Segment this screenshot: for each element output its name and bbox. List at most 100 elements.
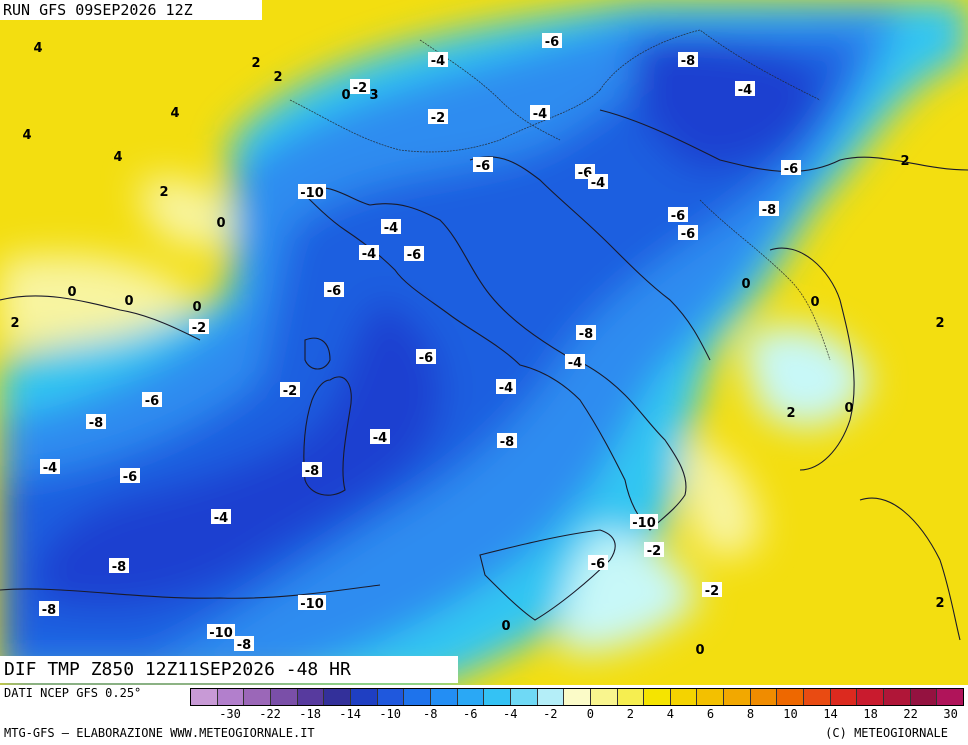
contour-label: 2 bbox=[900, 154, 909, 169]
color-scale-swatch bbox=[830, 689, 858, 705]
color-scale-swatch bbox=[430, 689, 458, 705]
contour-label: -8 bbox=[500, 435, 514, 450]
contour-label: -4 bbox=[214, 511, 228, 526]
color-scale-tick-label: -4 bbox=[503, 707, 518, 721]
color-scale-tick-label: -10 bbox=[379, 707, 402, 721]
contour-label-box bbox=[735, 81, 755, 96]
color-scale-swatch bbox=[937, 689, 964, 705]
contour-label: 4 bbox=[33, 41, 42, 56]
contour-label: 0 bbox=[695, 643, 704, 658]
contour-label-box bbox=[416, 349, 436, 364]
contour-label-box bbox=[668, 207, 688, 222]
color-scale-swatch bbox=[484, 689, 511, 705]
contour-label-box bbox=[644, 542, 664, 557]
contour-label: -6 bbox=[671, 209, 685, 224]
contour-label: 2 bbox=[159, 185, 168, 200]
contour-label: -8 bbox=[89, 416, 103, 431]
color-scale-tick-label: 8 bbox=[746, 707, 755, 721]
contour-label: 2 bbox=[786, 406, 795, 421]
contour-label: -2 bbox=[705, 584, 719, 599]
data-source-label: DATI NCEP GFS 0.25° bbox=[4, 686, 142, 700]
contour-label-box bbox=[630, 514, 658, 529]
contour-label: 0 bbox=[216, 216, 225, 231]
color-scale-tick-label: 2 bbox=[626, 707, 634, 721]
contour-label: 0 bbox=[192, 300, 201, 315]
color-scale-swatch bbox=[457, 689, 485, 705]
color-scale-swatch bbox=[564, 689, 591, 705]
color-scale-swatch bbox=[777, 689, 805, 705]
contour-label: 0 bbox=[741, 277, 750, 292]
contour-label-box bbox=[702, 582, 722, 597]
contour-label-box bbox=[234, 636, 254, 651]
color-scale-tick-label: -22 bbox=[259, 707, 281, 721]
color-scale-swatch bbox=[590, 689, 618, 705]
color-scale-tick-label: 10 bbox=[783, 707, 798, 721]
contour-label: -10 bbox=[209, 626, 233, 641]
contour-label: -2 bbox=[353, 81, 367, 96]
contour-label: -8 bbox=[237, 638, 251, 653]
contour-label-box bbox=[404, 246, 424, 261]
contour-label: -4 bbox=[373, 431, 387, 446]
color-scale-swatch bbox=[884, 689, 911, 705]
contour-label: -6 bbox=[407, 248, 421, 263]
contour-label: -10 bbox=[300, 597, 324, 612]
contour-label: -6 bbox=[681, 227, 695, 242]
contour-label-box bbox=[120, 468, 140, 483]
contour-label: -8 bbox=[305, 464, 319, 479]
contour-label-box bbox=[588, 174, 608, 189]
color-scale-swatch bbox=[910, 689, 938, 705]
contour-label: -6 bbox=[784, 162, 798, 177]
contour-label: -4 bbox=[738, 83, 752, 98]
contour-label: 4 bbox=[22, 128, 31, 143]
contour-label-box bbox=[370, 429, 390, 444]
contour-label: -8 bbox=[762, 203, 776, 218]
contour-label-box bbox=[542, 33, 562, 48]
contour-label: 0 bbox=[124, 294, 133, 309]
contour-label: -6 bbox=[145, 394, 159, 409]
color-scale-swatch bbox=[537, 689, 565, 705]
color-scale-tick-label: 0 bbox=[586, 707, 594, 721]
color-scale-ticks: -30 -22 -18 -14 -10 -8 -6 -4 -2 0 2 4 6 8 10 14 18 22 30 bbox=[190, 707, 964, 723]
color-scale-swatch bbox=[617, 689, 645, 705]
footer-credit: MTG-GFS — ELABORAZIONE WWW.METEOGIORNALE… bbox=[4, 726, 315, 740]
color-scale-swatch bbox=[350, 689, 378, 705]
color-scale-swatch bbox=[697, 689, 725, 705]
contour-label: -2 bbox=[192, 321, 206, 336]
contour-label-box bbox=[565, 354, 585, 369]
color-scale-tick-label: -6 bbox=[463, 707, 478, 721]
contour-label: -4 bbox=[431, 54, 445, 69]
contour-label-box bbox=[678, 52, 698, 67]
contour-label: -2 bbox=[283, 384, 297, 399]
borders bbox=[289, 29, 831, 361]
coastlines bbox=[0, 109, 968, 641]
contour-label-box bbox=[86, 414, 106, 429]
color-scale-swatch bbox=[324, 689, 351, 705]
color-scale-swatch bbox=[297, 689, 325, 705]
color-scale-swatch bbox=[857, 689, 885, 705]
color-scale-tick-label: -14 bbox=[339, 707, 361, 721]
contour-label: 4 bbox=[113, 150, 122, 165]
color-scale-swatch bbox=[510, 689, 538, 705]
color-scale-tick-label: 14 bbox=[823, 707, 838, 721]
contour-label: -8 bbox=[579, 327, 593, 342]
color-scale-bar bbox=[190, 688, 964, 706]
contour-label-box bbox=[428, 109, 448, 124]
contour-label: 2 bbox=[935, 316, 944, 331]
color-scale-tick-label: 18 bbox=[863, 707, 878, 721]
color-scale-swatch bbox=[270, 689, 298, 705]
contour-label-box bbox=[588, 555, 608, 570]
map-title: DIF TMP Z850 12Z11SEP2026 -48 HR bbox=[0, 656, 458, 683]
contour-label-box bbox=[40, 459, 60, 474]
contour-label-box bbox=[39, 601, 59, 616]
contour-label-box bbox=[302, 462, 322, 477]
contour-label-box bbox=[298, 595, 326, 610]
color-scale-tick-label: 6 bbox=[706, 707, 715, 721]
color-scale-swatch bbox=[724, 689, 751, 705]
contour-label-box bbox=[280, 382, 300, 397]
contour-label: -4 bbox=[533, 107, 547, 122]
contour-label: -10 bbox=[300, 186, 324, 201]
contour-label-box bbox=[759, 201, 779, 216]
contour-label: -6 bbox=[123, 470, 137, 485]
